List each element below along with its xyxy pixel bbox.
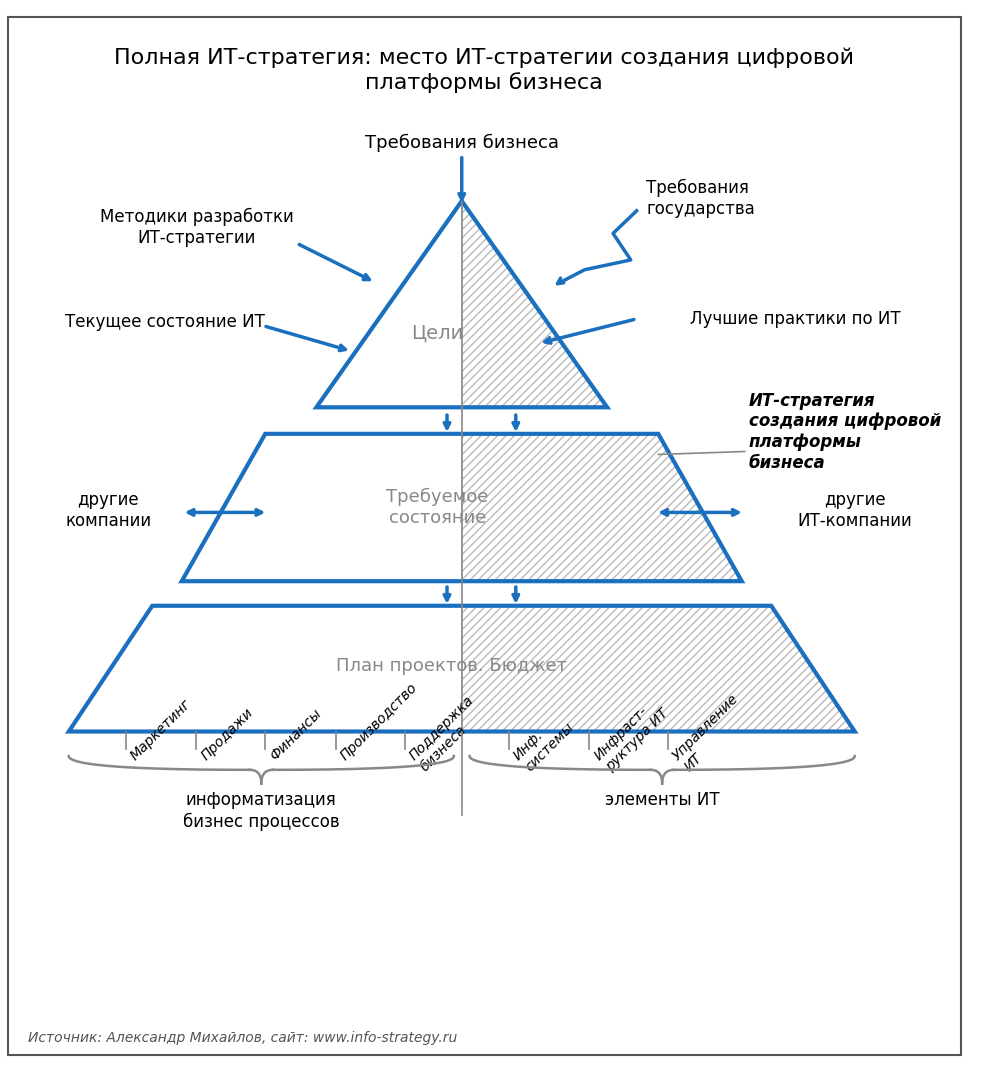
Text: ИТ-стратегия
создания цифровой
платформы
бизнеса: ИТ-стратегия создания цифровой платформы…	[748, 391, 941, 472]
Polygon shape	[317, 200, 461, 407]
Text: Текущее состояние ИТ: Текущее состояние ИТ	[65, 313, 265, 331]
Text: Цели: Цели	[411, 324, 463, 343]
Text: Источник: Александр Михайлов, сайт: www.info-strategy.ru: Источник: Александр Михайлов, сайт: www.…	[28, 1031, 457, 1045]
Polygon shape	[461, 434, 741, 581]
Text: Финансы: Финансы	[267, 706, 324, 763]
Text: Инф.
системы: Инф. системы	[511, 709, 577, 774]
Text: информатизация
бизнес процессов: информатизация бизнес процессов	[183, 791, 339, 831]
Polygon shape	[461, 606, 855, 731]
Text: Поддержка
бизнеса: Поддержка бизнеса	[407, 694, 488, 774]
Text: Требуемое
состояние: Требуемое состояние	[386, 488, 488, 527]
Text: другие
компании: другие компании	[65, 491, 151, 530]
Text: Производство: Производство	[338, 681, 420, 763]
Text: Требования бизнеса: Требования бизнеса	[365, 134, 559, 152]
Text: Маркетинг: Маркетинг	[128, 697, 194, 763]
Text: Лучшие практики по ИТ: Лучшие практики по ИТ	[690, 310, 901, 328]
Polygon shape	[461, 200, 607, 407]
Text: План проектов. Бюджет: План проектов. Бюджет	[336, 657, 567, 674]
Polygon shape	[69, 606, 461, 731]
Text: Требования
государства: Требования государства	[647, 179, 755, 218]
Text: другие
ИТ-компании: другие ИТ-компании	[798, 491, 912, 530]
Text: Методики разработки
ИТ-стратегии: Методики разработки ИТ-стратегии	[100, 208, 294, 247]
Text: Полная ИТ-стратегия: место ИТ-стратегии создания цифровой
платформы бизнеса: Полная ИТ-стратегия: место ИТ-стратегии …	[114, 48, 854, 92]
Text: Инфраст-
руктура ИТ: Инфраст- руктура ИТ	[592, 695, 670, 774]
Polygon shape	[181, 434, 461, 581]
Text: Продажи: Продажи	[198, 705, 256, 763]
Text: элементы ИТ: элементы ИТ	[604, 791, 720, 809]
Text: Управление
ИТ: Управление ИТ	[670, 691, 753, 774]
